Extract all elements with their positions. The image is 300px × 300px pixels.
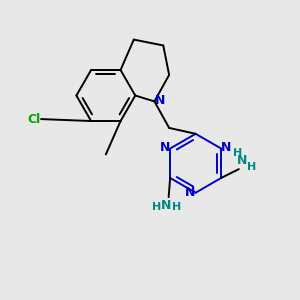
Text: H: H <box>233 148 242 158</box>
Text: N: N <box>237 154 247 167</box>
Text: N: N <box>161 199 172 212</box>
Text: N: N <box>185 186 196 199</box>
Text: H: H <box>247 162 256 172</box>
Text: H: H <box>172 202 182 212</box>
Text: Cl: Cl <box>27 112 40 126</box>
Text: N: N <box>221 141 232 154</box>
Text: N: N <box>154 94 165 107</box>
Text: H: H <box>152 202 161 212</box>
Text: N: N <box>160 141 170 154</box>
